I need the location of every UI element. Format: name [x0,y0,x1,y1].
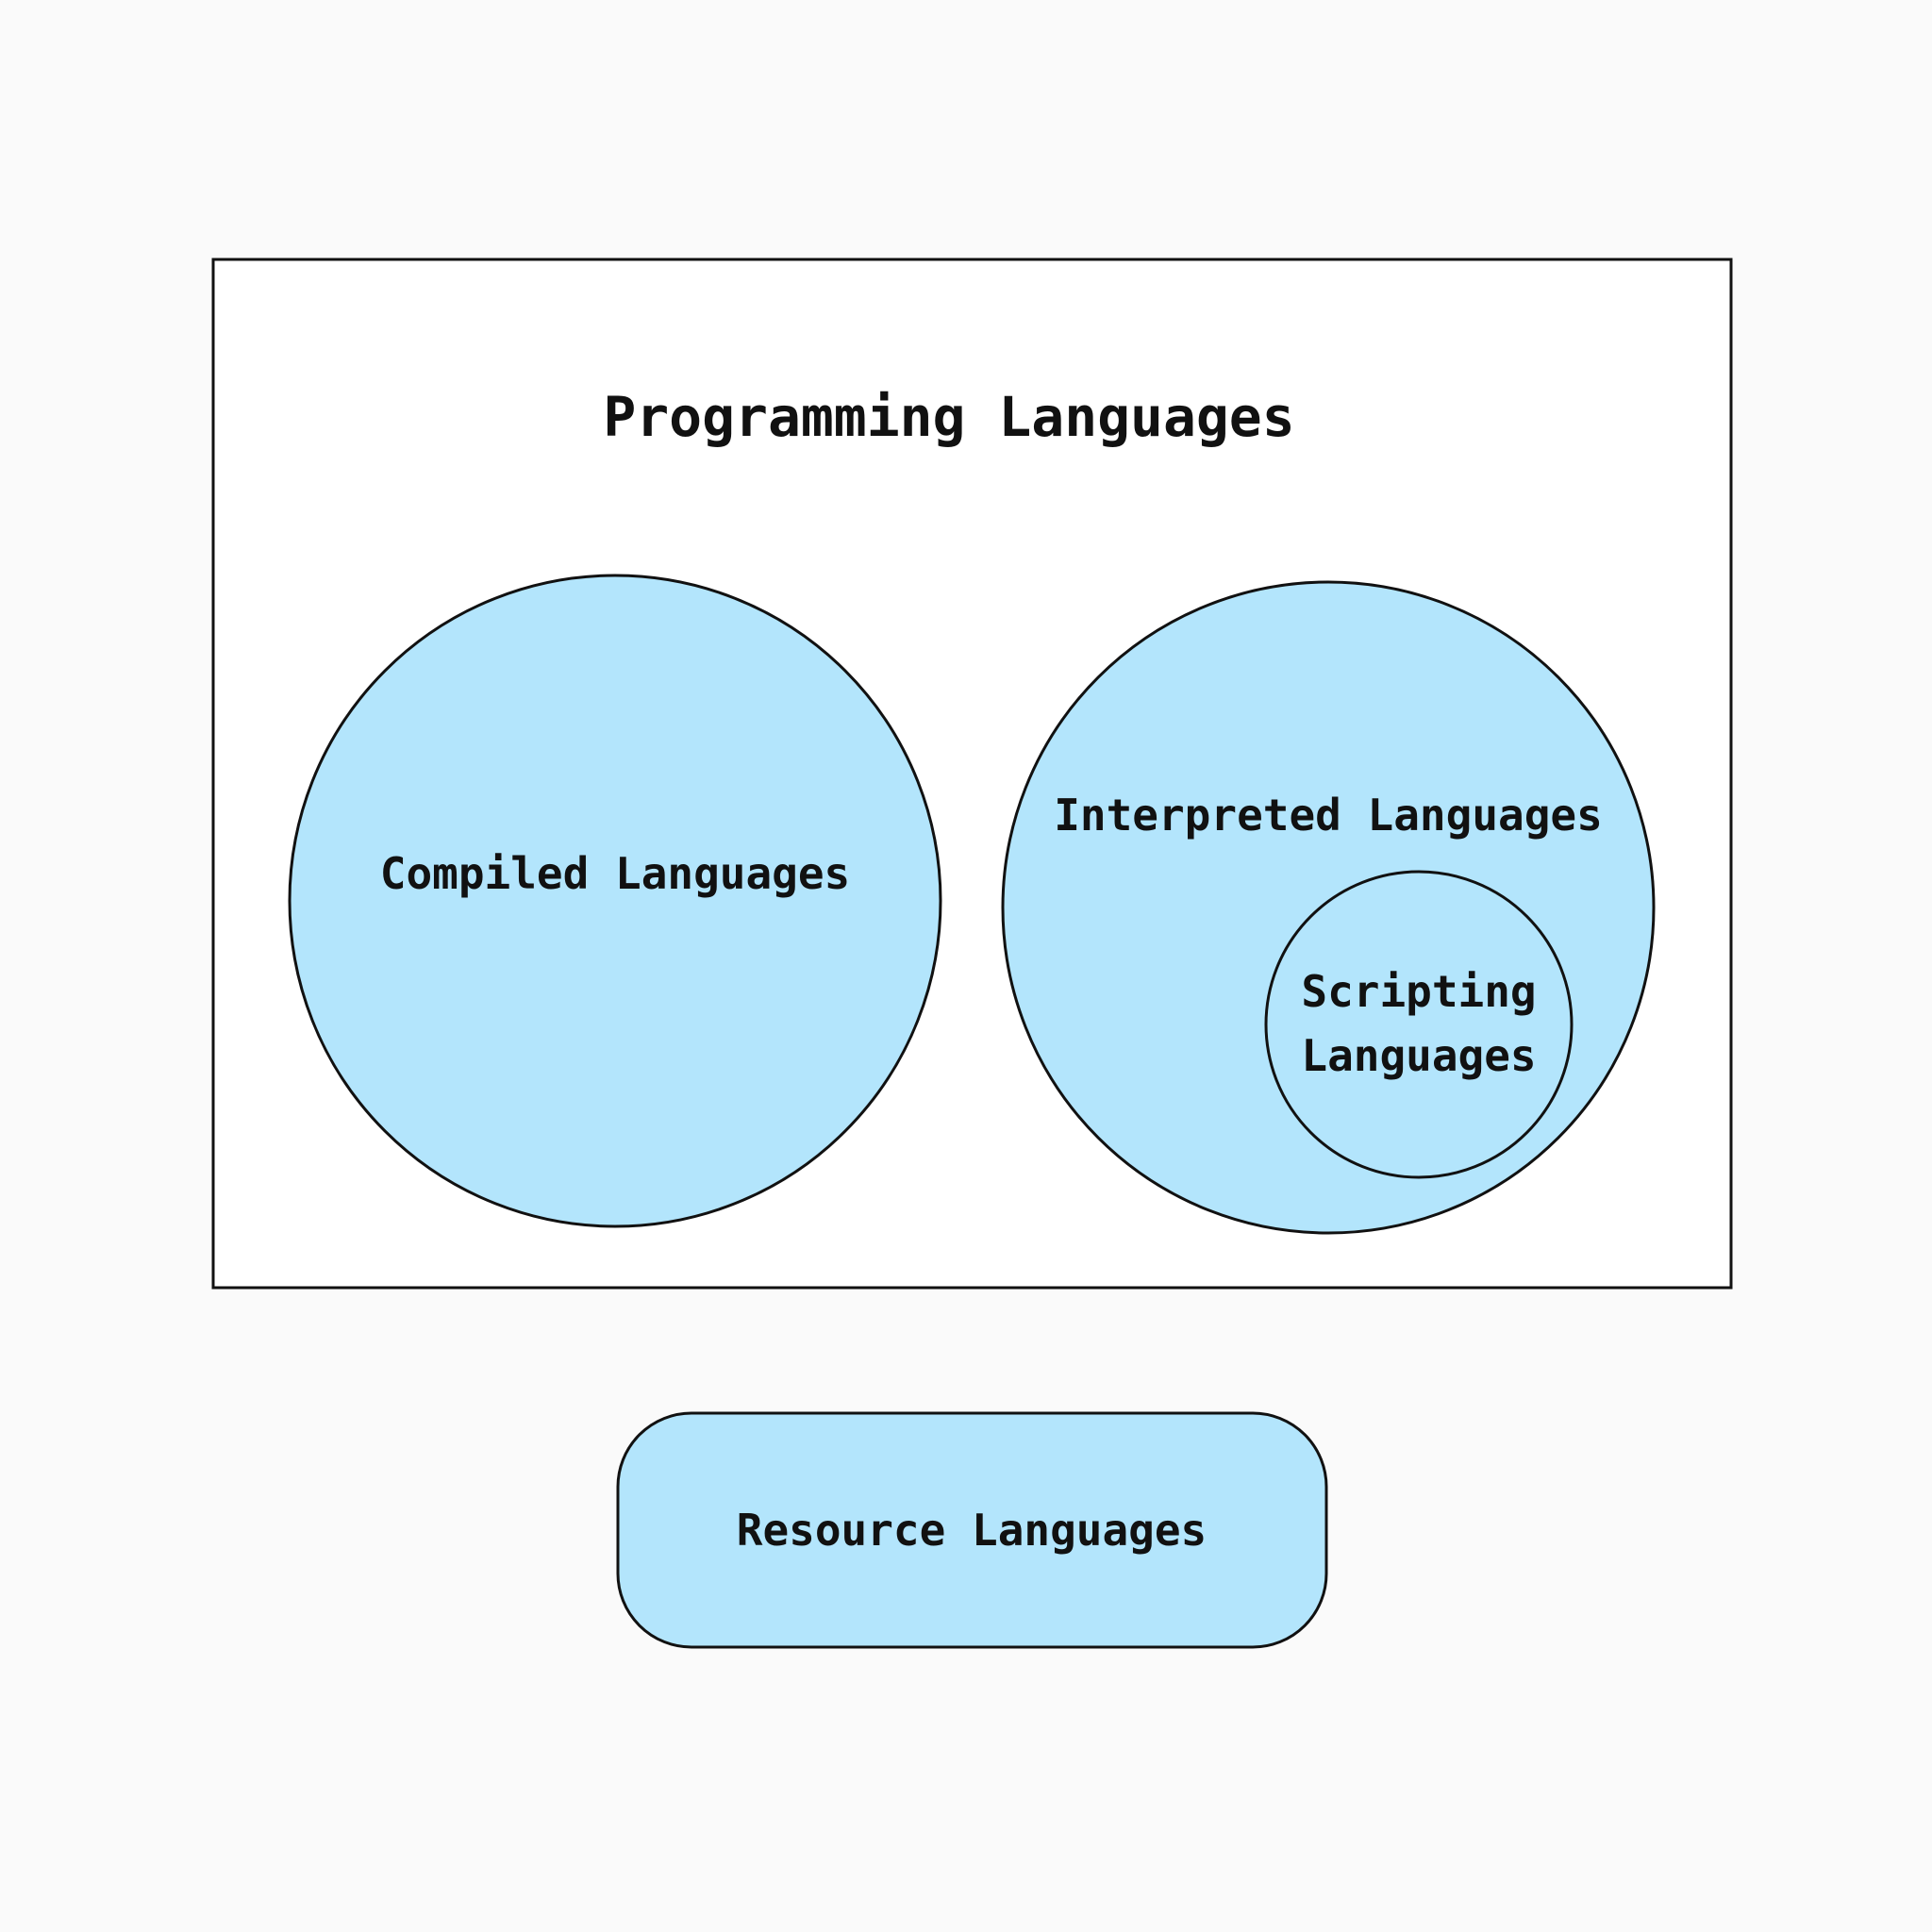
compiled-languages-circle [288,574,942,1228]
scripting-languages-circle [1264,870,1574,1179]
resource-languages-box [616,1411,1328,1649]
resource-languages-label: Resource Languages [737,1505,1208,1556]
interpreted-languages-label: Interpreted Languages [1054,790,1603,841]
compiled-languages-label: Compiled Languages [380,848,851,899]
scripting-languages-label-line1: Scripting [1301,966,1536,1017]
programming-languages-title: Programming Languages [603,385,1294,449]
scripting-languages-label-line2: Languages [1301,1030,1536,1081]
